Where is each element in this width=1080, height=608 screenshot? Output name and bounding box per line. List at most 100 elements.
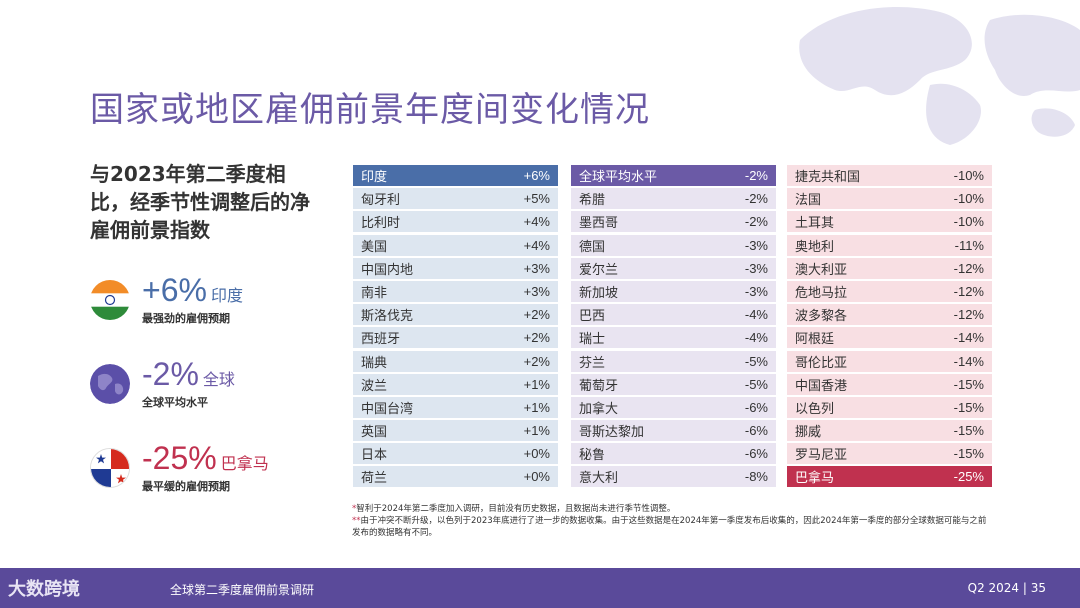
- table-row: 德国 -3%: [571, 234, 776, 256]
- country-name: 阿根廷: [795, 332, 835, 348]
- country-name: 秘鲁: [579, 448, 606, 464]
- outlook-value: -14%: [953, 353, 984, 369]
- table-row: 秘鲁 -6%: [571, 443, 776, 465]
- outlook-value: -12%: [953, 283, 984, 299]
- country-name: 巴拿马: [795, 471, 835, 487]
- panama-flag-icon: [90, 448, 130, 488]
- outlook-value: -2%: [744, 168, 768, 183]
- country-name: 中国内地: [361, 262, 414, 278]
- kpi-global-value: -2%: [142, 356, 199, 392]
- outlook-value: -8%: [744, 469, 768, 485]
- table-row: 挪威 -15%: [787, 420, 992, 442]
- table-row: 以色列 -15%: [787, 396, 992, 418]
- country-name: 罗马尼亚: [795, 448, 848, 464]
- page-title: 国家或地区雇佣前景年度间变化情况: [90, 90, 650, 130]
- table-row: 巴西 -4%: [571, 304, 776, 326]
- outlook-value: -15%: [953, 376, 984, 392]
- table-row: 印度 +6%: [353, 165, 558, 186]
- outlook-value: +1%: [523, 423, 550, 439]
- outlook-value: -6%: [744, 423, 768, 439]
- country-name: 全球平均水平: [579, 170, 658, 185]
- footer-bar: 大数跨境 全球第二季度雇佣前景调研 Q2 2024 | 35: [0, 568, 1080, 608]
- outlook-value: +3%: [523, 260, 550, 276]
- country-name: 斯洛伐克: [361, 309, 414, 325]
- country-name: 印度: [361, 170, 388, 185]
- table-row: 土耳其 -10%: [787, 211, 992, 233]
- outlook-value: +1%: [523, 399, 550, 415]
- country-name: 葡萄牙: [579, 378, 619, 394]
- outlook-value: +2%: [523, 330, 550, 346]
- table-row: 爱尔兰 -3%: [571, 257, 776, 279]
- table-row: 匈牙利 +5%: [353, 188, 558, 210]
- table-row: 法国 -10%: [787, 188, 992, 210]
- table-row: 危地马拉 -12%: [787, 280, 992, 302]
- kpi-top-desc: 最强劲的雇佣预期: [142, 312, 230, 325]
- outlook-value: -10%: [953, 168, 984, 183]
- table-row: 荷兰 +0%: [353, 466, 558, 488]
- section-subtitle: 与2023年第二季度相比，经季节性调整后的净雇佣前景指数: [90, 162, 310, 242]
- table-row: 葡萄牙 -5%: [571, 373, 776, 395]
- country-name: 巴西: [579, 309, 606, 325]
- country-name: 法国: [795, 193, 822, 209]
- table-row: 哥斯达黎加 -6%: [571, 420, 776, 442]
- country-name: 日本: [361, 448, 388, 464]
- table-row: 英国 +1%: [353, 420, 558, 442]
- table-row: 瑞士 -4%: [571, 327, 776, 349]
- table-row: 中国台湾 +1%: [353, 396, 558, 418]
- outlook-value: -6%: [744, 446, 768, 462]
- table-row: 罗马尼亚 -15%: [787, 443, 992, 465]
- table-row: 斯洛伐克 +2%: [353, 304, 558, 326]
- outlook-value: -12%: [953, 307, 984, 323]
- outlook-value: -25%: [953, 469, 984, 485]
- table-row: 巴拿马 -25%: [787, 466, 992, 488]
- outlook-value: -15%: [953, 399, 984, 415]
- country-name: 奥地利: [795, 239, 835, 255]
- country-name: 以色列: [795, 401, 835, 417]
- outlook-value: +2%: [523, 307, 550, 323]
- table-row: 瑞典 +2%: [353, 350, 558, 372]
- table-row: 全球平均水平 -2%: [571, 165, 776, 186]
- country-name: 危地马拉: [795, 285, 848, 301]
- outlook-value: +0%: [523, 446, 550, 462]
- table-row: 比利时 +4%: [353, 211, 558, 233]
- country-name: 芬兰: [579, 355, 606, 371]
- outlook-value: -3%: [744, 260, 768, 276]
- country-name: 哥斯达黎加: [579, 425, 645, 441]
- country-name: 波兰: [361, 378, 388, 394]
- footnote-2: **由于冲突不断升级，以色列于2023年底进行了进一步的数据收集。由于这些数据是…: [352, 516, 987, 538]
- outlook-value: -15%: [953, 446, 984, 462]
- table-row: 意大利 -8%: [571, 466, 776, 488]
- table-row: 捷克共和国 -10%: [787, 165, 992, 186]
- country-name: 德国: [579, 239, 606, 255]
- footnote-1: *智利于2024年第二季度加入调研，目前没有历史数据，且数据尚未进行季节性调整。: [352, 504, 676, 514]
- table-row: 希腊 -2%: [571, 188, 776, 210]
- country-name: 墨西哥: [579, 216, 619, 232]
- outlook-value: -14%: [953, 330, 984, 346]
- country-name: 英国: [361, 425, 388, 441]
- outlook-value: -10%: [953, 214, 984, 230]
- outlook-value: +5%: [523, 191, 550, 207]
- country-name: 捷克共和国: [795, 170, 861, 185]
- table-column-1: 印度 +6% 匈牙利 +5% 比利时 +4% 美国 +4% 中国内地 +3% 南非 +3% 斯洛伐克 +2…: [353, 165, 558, 490]
- table-row: 美国 +4%: [353, 234, 558, 256]
- outlook-value: -15%: [953, 423, 984, 439]
- outlook-value: +4%: [523, 214, 550, 230]
- outlook-value: +3%: [523, 283, 550, 299]
- kpi-top-value: +6%: [142, 272, 207, 308]
- kpi-bottom-value: -25%: [142, 440, 217, 476]
- table-row: 奥地利 -11%: [787, 234, 992, 256]
- table-row: 波兰 +1%: [353, 373, 558, 395]
- country-name: 波多黎各: [795, 309, 848, 325]
- outlook-value: -2%: [744, 191, 768, 207]
- country-name: 瑞士: [579, 332, 606, 348]
- kpi-global-desc: 全球平均水平: [142, 396, 208, 409]
- country-name: 挪威: [795, 425, 822, 441]
- table-row: 南非 +3%: [353, 280, 558, 302]
- table-column-2: 全球平均水平 -2% 希腊 -2% 墨西哥 -2% 德国 -3% 爱尔兰 -3% 新加坡 -3% 巴西 -…: [571, 165, 776, 490]
- country-name: 意大利: [579, 471, 619, 487]
- country-name: 加拿大: [579, 401, 619, 417]
- table-row: 墨西哥 -2%: [571, 211, 776, 233]
- table-row: 芬兰 -5%: [571, 350, 776, 372]
- outlook-value: +1%: [523, 376, 550, 392]
- country-name: 爱尔兰: [579, 262, 619, 278]
